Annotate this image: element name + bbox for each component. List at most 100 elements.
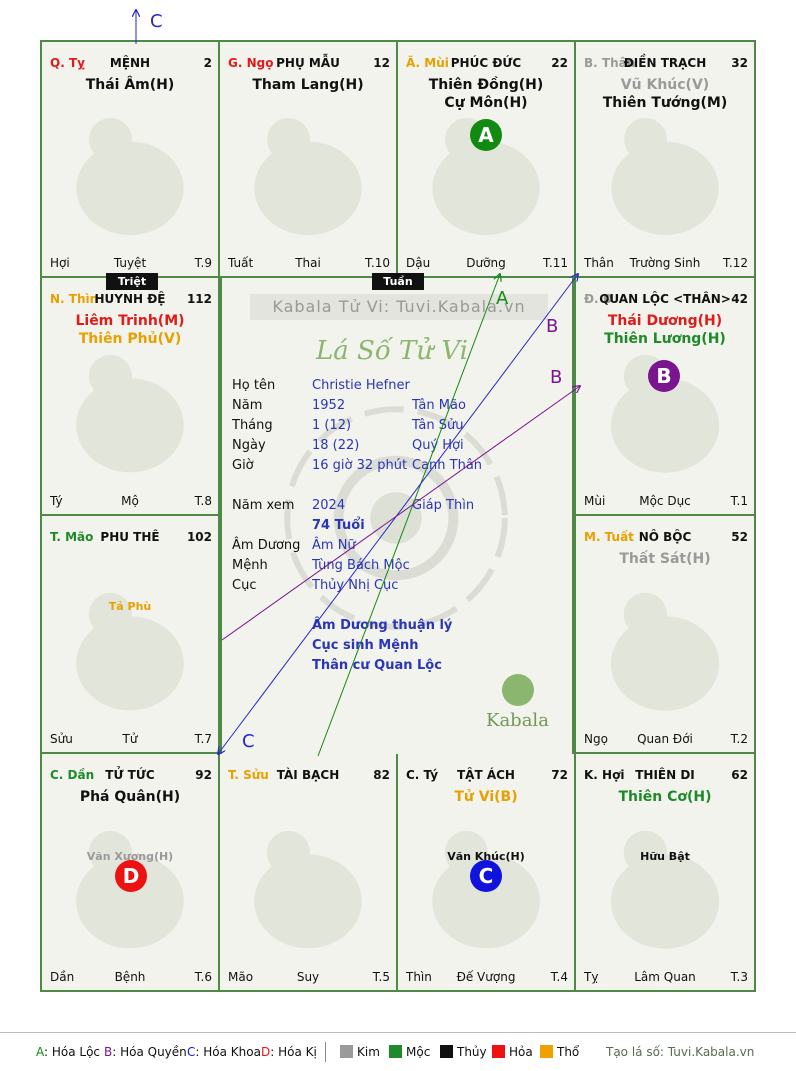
info-label: Tháng xyxy=(232,418,273,433)
palace-main-stars: Thất Sát(H) xyxy=(576,550,754,568)
badge-c: C xyxy=(470,860,502,892)
palace-footer-right: T.11 xyxy=(543,256,568,270)
palace-can-chi: Đ. D xyxy=(584,292,613,306)
legend-key-b: B: Hóa Quyền xyxy=(104,1045,187,1059)
palace-name: MỆNH xyxy=(109,56,151,70)
info-label: Năm xem xyxy=(232,498,295,513)
palace-footer-right: T.10 xyxy=(365,256,390,270)
palace-can-chi: G. Ngọ xyxy=(228,56,274,70)
palace-tuat[interactable]: M. Tuất NÔ BỘC 52 Thất Sát(H) Ngọ Quan Đới T.2 xyxy=(574,514,756,754)
palace-name: PHU THÊ xyxy=(100,530,160,544)
palace-age: 92 xyxy=(195,768,212,782)
palace-age: 12 xyxy=(373,56,390,70)
palace-footer-mid: Mộ xyxy=(121,494,139,508)
palace-ty[interactable]: Q. Tỵ MỆNH 2 Thái Âm(H) Hợi Tuyệt T.9 xyxy=(40,40,220,278)
palace-name: TÀI BẠCH xyxy=(276,768,340,782)
info-value-2: Giáp Thìn xyxy=(412,498,475,513)
badge-d: D xyxy=(115,860,147,892)
legend-key-a: A: Hóa Lộc xyxy=(36,1045,101,1059)
palace-footer-left: Dậu xyxy=(406,256,431,270)
arrow-label-b1: B xyxy=(546,316,559,337)
palace-main-stars: Liêm Trinh(M) Thiên Phủ(V) xyxy=(42,312,218,348)
main-star: Phá Quân(H) xyxy=(79,789,181,805)
info-value: 1 (12) xyxy=(312,418,352,433)
palace-can-chi: N. Thìn xyxy=(50,292,99,306)
palace-footer-left: Thìn xyxy=(406,970,432,984)
palace-footer-mid: Lâm Quan xyxy=(634,970,696,984)
info-label: Giờ xyxy=(232,458,254,473)
palace-main-stars: Thái Âm(H) xyxy=(42,76,218,94)
palace-main-stars: Phá Quân(H) xyxy=(42,788,218,806)
palace-main-stars: Thiên Đồng(H) Cự Môn(H) xyxy=(398,76,574,112)
triet-tag: Triệt xyxy=(106,273,158,290)
arrow-label-c-bottom: C xyxy=(242,731,255,752)
info-label: Họ tên xyxy=(232,378,276,393)
palace-main-stars: Tham Lang(H) xyxy=(220,76,396,94)
info-label: Mệnh xyxy=(232,558,268,573)
palace-footer-right: T.12 xyxy=(723,256,748,270)
main-star: Vũ Khúc(V) xyxy=(620,77,710,93)
info-value: 2024 xyxy=(312,498,346,513)
info-value-2: Quý Hợi xyxy=(412,438,464,453)
palace-footer-mid: Suy xyxy=(296,970,320,984)
main-star: Thiên Tướng(M) xyxy=(602,95,728,111)
palace-age: 102 xyxy=(186,530,212,544)
palace-footer-mid: Trường Sinh xyxy=(629,256,701,270)
tuan-tag: Tuần xyxy=(372,273,424,290)
palace-can-chi: B. Thân xyxy=(584,56,636,70)
info-value-2: Tân Mão xyxy=(412,398,466,413)
palace-footer-right: T.9 xyxy=(194,256,212,270)
palace-age: 32 xyxy=(731,56,748,70)
palace-footer-left: Mùi xyxy=(584,494,606,508)
main-star: Cự Môn(H) xyxy=(444,95,528,111)
info-value: 18 (22) xyxy=(312,438,360,453)
zodiac-animal-icon xyxy=(76,592,184,711)
palace-than[interactable]: B. Thân ĐIỀN TRẠCH 32 Vũ Khúc(V) Thiên Tướng… xyxy=(574,40,756,278)
main-star: Thiên Phủ(V) xyxy=(78,331,182,347)
palace-name: TỬ TỨC xyxy=(105,768,155,782)
palace-ngo[interactable]: G. Ngọ PHỤ MẪU 12 Tham Lang(H) Tuất Thai T.10 xyxy=(218,40,398,278)
badge-b: B xyxy=(648,360,680,392)
element-tho: Thổ xyxy=(540,1045,579,1059)
info-value: 16 giờ 32 phút xyxy=(312,458,408,473)
palace-main-stars: Thái Dương(H) Thiên Lương(H) xyxy=(576,312,754,348)
palace-footer-mid: Đế Vượng xyxy=(456,970,516,984)
palace-mao[interactable]: T. Mão PHU THÊ 102 Tả Phù Sửu Tử T.7 xyxy=(40,514,220,754)
palace-suu[interactable]: T. Sửu TÀI BẠCH 82 Mão Suy T.5 xyxy=(218,752,398,992)
palace-name: THIÊN DI xyxy=(635,768,695,782)
palace-minor-star: Tả Phù xyxy=(108,600,152,613)
palace-can-chi: Q. Tỵ xyxy=(50,56,85,70)
palace-thin[interactable]: N. Thìn HUYNH ĐỆ 112 Liêm Trinh(M) Thiên Phủ… xyxy=(40,276,220,516)
legend-key-c: C: Hóa Khoa xyxy=(187,1045,261,1059)
info-note: Thân cư Quan Lộc xyxy=(312,658,442,673)
center-panel: Kabala Tử Vi: Tuvi.Kabala.vn Lá Số Tử Vi… xyxy=(220,278,574,754)
palace-minor-star: Hữu Bật xyxy=(640,850,690,863)
zodiac-animal-icon xyxy=(254,830,362,949)
palace-hoi[interactable]: K. Hợi THIÊN DI 62 Thiên Cơ(H) Hữu Bật Tỵ Lâm … xyxy=(574,752,756,992)
site-link[interactable]: Tạo lá số: Tuvi.Kabala.vn xyxy=(606,1045,755,1059)
palace-age: 72 xyxy=(551,768,568,782)
palace-can-chi: C. Dần xyxy=(50,768,95,782)
info-label: Cục xyxy=(232,578,257,593)
palace-footer-right: T.4 xyxy=(550,970,568,984)
palace-can-chi: T. Sửu xyxy=(228,768,269,782)
main-star: Thái Âm(H) xyxy=(85,77,175,93)
palace-footer-left: Mão xyxy=(228,970,254,984)
palace-footer-left: Thân xyxy=(584,256,614,270)
info-value: Tùng Bách Mộc xyxy=(312,558,410,573)
palace-footer-mid: Thai xyxy=(295,256,321,270)
info-value: 74 Tuổi xyxy=(312,518,365,533)
palace-name: PHÚC ĐỨC xyxy=(450,56,522,70)
palace-footer-right: T.1 xyxy=(730,494,748,508)
info-note: Âm Dương thuận lý xyxy=(312,618,453,633)
palace-main-stars: Tử Vi(B) xyxy=(398,788,574,806)
palace-name: QUAN LỘC <THÂN> xyxy=(599,292,731,306)
palace-footer-right: T.2 xyxy=(730,732,748,746)
palace-can-chi: Ã. Mùi xyxy=(406,56,449,70)
info-label: Ngày xyxy=(232,438,266,453)
palace-dau[interactable]: Đ. D QUAN LỘC <THÂN> 42 Thái Dương(H) Thiên … xyxy=(574,276,756,516)
palace-mui[interactable]: Ã. Mùi PHÚC ĐỨC 22 Thiên Đồng(H) Cự Môn(H) Dậ… xyxy=(396,40,576,278)
palace-name: PHỤ MẪU xyxy=(276,56,340,70)
palace-footer-mid: Dưỡng xyxy=(466,256,506,270)
info-value: Christie Hefner xyxy=(312,378,410,393)
